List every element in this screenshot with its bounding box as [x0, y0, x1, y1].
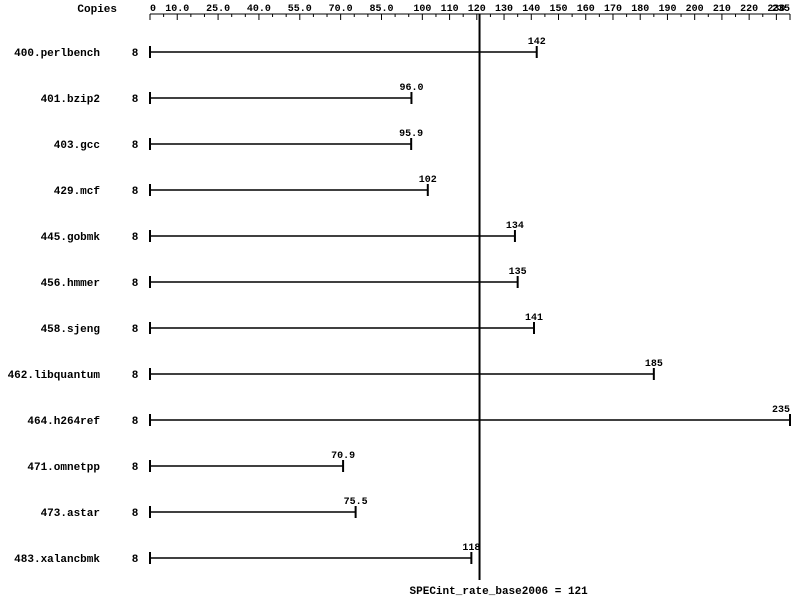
copies-value: 8 — [132, 324, 139, 336]
axis-tick-label: 10.0 — [165, 4, 189, 15]
axis-tick-label: 210 — [713, 4, 731, 15]
benchmark-name: 445.gobmk — [41, 232, 101, 244]
copies-value: 8 — [132, 48, 139, 60]
axis-tick-label: 130 — [495, 4, 513, 15]
row-value-label: 102 — [419, 175, 437, 186]
benchmark-row: 445.gobmk 8 134 — [41, 221, 524, 244]
benchmark-row: 471.omnetpp 8 70.9 — [27, 451, 355, 474]
axis-tick-label: 25.0 — [206, 4, 230, 15]
benchmark-name: 403.gcc — [54, 140, 100, 152]
axis-tick-label: 235 — [772, 4, 790, 15]
benchmark-row: 429.mcf 8 102 — [54, 175, 437, 198]
axis-tick-label: 200 — [686, 4, 704, 15]
copies-header: Copies — [77, 4, 117, 16]
copies-value: 8 — [132, 554, 139, 566]
benchmark-name: 464.h264ref — [27, 416, 100, 428]
copies-value: 8 — [132, 416, 139, 428]
row-value-label: 235 — [772, 405, 790, 416]
axis-tick-label: 150 — [550, 4, 568, 15]
benchmark-row: 456.hmmer 8 135 — [41, 267, 527, 290]
axis-tick-label: 220 — [740, 4, 758, 15]
axis-tick-label: 160 — [577, 4, 595, 15]
x-axis: 0 10.0 25.0 40.0 55.0 70.0 85.0 100 110 120 130 140… — [150, 4, 790, 20]
benchmark-row: 483.xalancbmk 8 118 — [14, 543, 480, 566]
benchmark-name: 429.mcf — [54, 186, 101, 198]
row-value-label: 70.9 — [331, 451, 355, 462]
benchmark-name: 456.hmmer — [41, 278, 100, 290]
benchmark-name: 458.sjeng — [41, 324, 100, 336]
axis-tick-label: 70.0 — [329, 4, 353, 15]
row-value-label: 118 — [462, 543, 480, 554]
row-value-label: 135 — [509, 267, 527, 278]
axis-tick-label: 40.0 — [247, 4, 271, 15]
axis-tick-label: 0 — [150, 4, 156, 15]
row-value-label: 134 — [506, 221, 524, 232]
axis-tick-label: 85.0 — [369, 4, 393, 15]
row-value-label: 185 — [645, 359, 663, 370]
copies-value: 8 — [132, 370, 139, 382]
copies-value: 8 — [132, 278, 139, 290]
copies-value: 8 — [132, 140, 139, 152]
benchmark-row: 403.gcc 8 95.9 — [54, 129, 423, 152]
row-value-label: 142 — [528, 37, 546, 48]
benchmark-row: 401.bzip2 8 96.0 — [41, 83, 424, 106]
copies-value: 8 — [132, 94, 139, 106]
benchmark-chart: 0 10.0 25.0 40.0 55.0 70.0 85.0 100 110 120 130 140… — [0, 0, 799, 606]
benchmark-row: 462.libquantum 8 185 — [8, 359, 663, 382]
axis-tick-label: 100 — [413, 4, 431, 15]
axis-tick-label: 170 — [604, 4, 622, 15]
benchmark-name: 401.bzip2 — [41, 94, 100, 106]
row-value-label: 96.0 — [399, 83, 423, 94]
axis-tick-label: 120 — [468, 4, 486, 15]
axis-tick-label: 190 — [658, 4, 676, 15]
benchmark-name: 473.astar — [41, 508, 100, 520]
benchmark-row: 400.perlbench 8 142 — [14, 37, 546, 60]
baseline-label: SPECint_rate_base2006 = 121 — [410, 586, 589, 598]
row-value-label: 95.9 — [399, 129, 423, 140]
row-value-label: 75.5 — [344, 497, 368, 508]
axis-tick-label: 110 — [441, 4, 459, 15]
benchmark-name: 400.perlbench — [14, 48, 100, 60]
copies-value: 8 — [132, 508, 139, 520]
benchmark-name: 483.xalancbmk — [14, 554, 100, 566]
benchmark-name: 462.libquantum — [8, 370, 101, 382]
benchmark-row: 458.sjeng 8 141 — [41, 313, 543, 336]
copies-value: 8 — [132, 462, 139, 474]
row-value-label: 141 — [525, 313, 543, 324]
benchmark-name: 471.omnetpp — [27, 462, 100, 474]
copies-value: 8 — [132, 186, 139, 198]
copies-value: 8 — [132, 232, 139, 244]
axis-tick-label: 55.0 — [288, 4, 312, 15]
benchmark-row: 464.h264ref 8 235 — [27, 405, 790, 428]
axis-tick-label: 140 — [522, 4, 540, 15]
benchmark-row: 473.astar 8 75.5 — [41, 497, 368, 520]
axis-tick-label: 180 — [631, 4, 649, 15]
